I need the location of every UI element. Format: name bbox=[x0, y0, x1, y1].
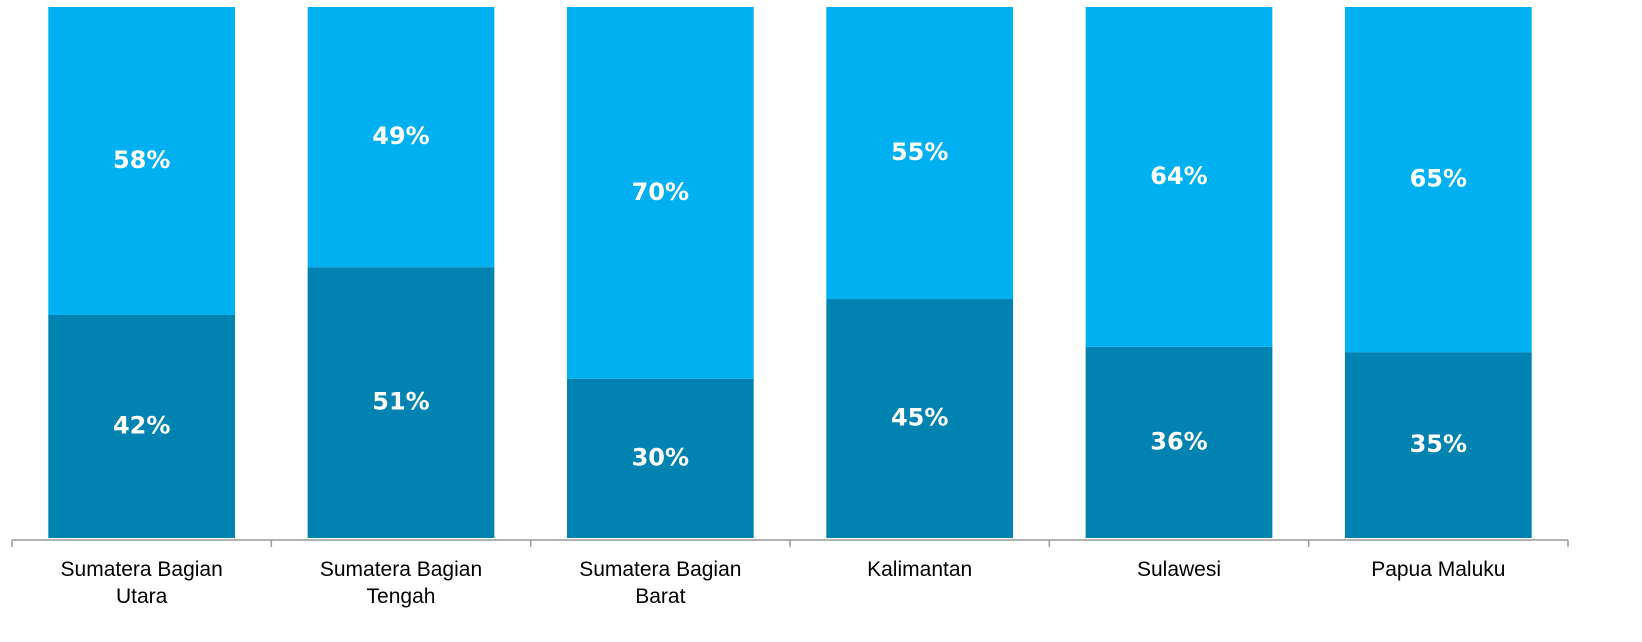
value-label: 51% bbox=[372, 388, 429, 416]
bar-segment bbox=[566, 7, 754, 379]
value-label: 65% bbox=[1410, 165, 1467, 193]
bar-segment bbox=[48, 7, 236, 315]
bar-segment bbox=[826, 7, 1014, 300]
value-label: 45% bbox=[891, 404, 948, 432]
value-label: 64% bbox=[1150, 162, 1207, 190]
x-tick-label: Papua Maluku bbox=[1371, 558, 1506, 581]
x-tick-label: Kalimantan bbox=[867, 558, 973, 581]
bar-segment bbox=[307, 7, 495, 268]
value-label: 55% bbox=[891, 138, 948, 166]
x-tick-label: Sulawesi bbox=[1136, 558, 1222, 581]
value-label: 49% bbox=[372, 122, 429, 150]
x-tick-label: Sumatera Bagian Barat bbox=[579, 558, 742, 608]
bar-segment bbox=[566, 378, 754, 538]
value-label: 35% bbox=[1410, 430, 1467, 458]
value-label: 30% bbox=[632, 443, 689, 471]
bar-segment bbox=[1344, 7, 1532, 353]
x-tick-label: Sumatera Bagian Utara bbox=[60, 558, 223, 608]
x-tick-label: Sumatera Bagian Tengah bbox=[319, 558, 483, 608]
value-label: 36% bbox=[1150, 427, 1207, 455]
value-label: 70% bbox=[632, 178, 689, 206]
bar-segment bbox=[826, 299, 1014, 538]
bar-segment bbox=[307, 267, 495, 538]
bar-segment bbox=[1085, 7, 1273, 347]
value-label: 42% bbox=[113, 411, 170, 439]
bar-segment bbox=[1344, 352, 1532, 538]
bar-segment bbox=[48, 314, 236, 538]
bar-segment bbox=[1085, 346, 1273, 538]
value-label: 58% bbox=[113, 146, 170, 174]
